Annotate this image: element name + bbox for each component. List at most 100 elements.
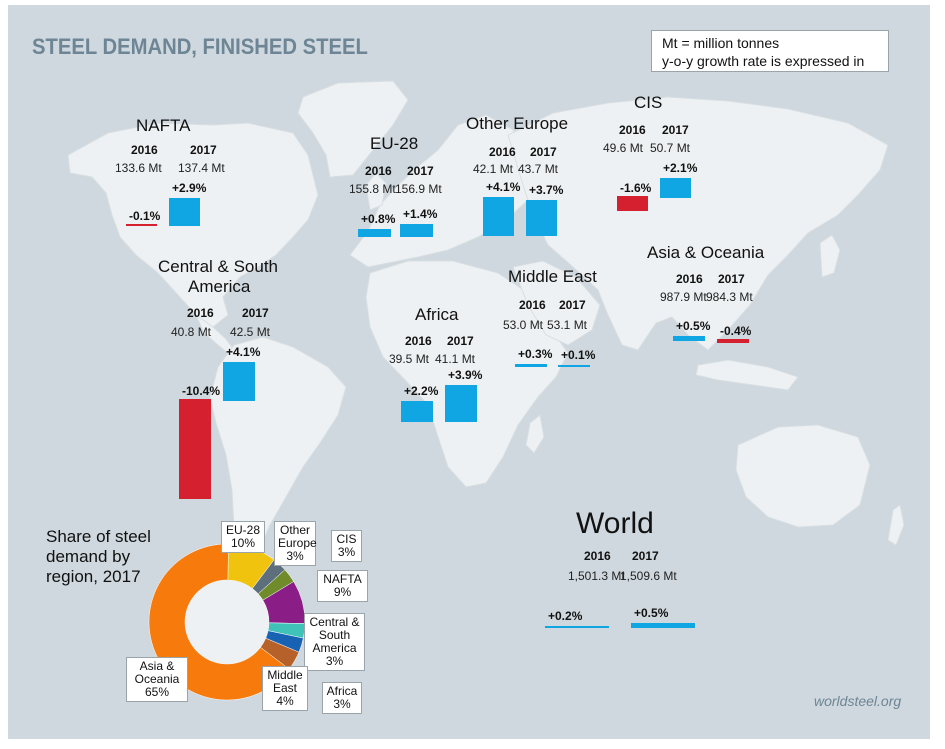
- slice-label-line: Asia &: [139, 659, 175, 673]
- csa-region-name-line2: America: [188, 277, 251, 296]
- infographic-panel: STEEL DEMAND, FINISHED STEEL Mt = millio…: [8, 5, 930, 739]
- cis-growth-label-2016: -1.6%: [620, 181, 652, 195]
- csa-year-2016: 2016: [187, 306, 214, 320]
- other-europe-growth-bar-2017: [526, 200, 557, 236]
- world-growth-label-2017: +0.5%: [634, 606, 669, 621]
- slice-label-line: 3%: [286, 549, 304, 563]
- slice-label-line: Middle: [267, 668, 303, 682]
- csa-demand-2017: 42.5 Mt: [230, 325, 271, 339]
- greenland-landmass: [297, 80, 409, 178]
- world-region-name: World: [576, 507, 654, 540]
- asia-oceania-growth-bar-2017: [717, 339, 749, 343]
- africa-growth-bar-2017: [445, 384, 477, 422]
- slice-label-line: Other: [279, 523, 310, 537]
- asia-oceania-year-2017: 2017: [718, 272, 745, 286]
- eu28-growth-bar-2017: [400, 223, 433, 237]
- middle-east-demand-2016: 53.0 Mt: [503, 318, 544, 332]
- nafta-region-name: NAFTA: [136, 116, 191, 135]
- other-europe-growth-label-2016: +4.1%: [486, 179, 521, 194]
- slice-label-line: Central &: [309, 615, 360, 629]
- slice-label-line: NAFTA: [323, 572, 362, 586]
- slice-label-line: 9%: [333, 585, 352, 599]
- csa-year-2017: 2017: [242, 306, 269, 320]
- africa-demand-2017: 41.1 Mt: [435, 352, 476, 366]
- africa-growth-label-2017: +3.9%: [448, 367, 483, 382]
- cis-year-2016: 2016: [619, 123, 646, 137]
- other-europe-demand-2017: 43.7 Mt: [518, 162, 559, 176]
- donut-hole: [185, 580, 269, 664]
- csa-growth-label-2017: +4.1%: [226, 344, 261, 359]
- middle-east-growth-label-2017: +0.1%: [561, 348, 596, 362]
- eu28-growth-bar-2016: [358, 229, 391, 237]
- csa-region-name: Central & South: [158, 257, 279, 276]
- slice-label-line: EU-28: [225, 523, 260, 537]
- madagascar-landmass: [525, 414, 545, 454]
- africa-region-name: Africa: [415, 305, 459, 324]
- other-europe-demand-2016: 42.1 Mt: [473, 162, 514, 176]
- slice-label-central-south-america: Central & South America 3%: [304, 613, 365, 671]
- nafta-year-2016: 2016: [131, 143, 158, 157]
- slice-label-other-europe: Other Europe 3%: [274, 521, 317, 566]
- eu28-region-name: EU-28: [370, 134, 419, 153]
- source-credit: worldsteel.org: [814, 693, 902, 709]
- australia-landmass: [735, 424, 871, 528]
- other-europe-year-2016: 2016: [489, 145, 516, 159]
- slice-label-line: Europe: [278, 536, 317, 550]
- asia-oceania-demand-2016: 987.9 Mt: [660, 290, 707, 304]
- africa-landmass: [365, 260, 569, 488]
- africa-growth-label-2016: +2.2%: [404, 383, 439, 398]
- slice-label-line: Africa: [326, 684, 358, 698]
- cis-growth-bar-2017: [660, 177, 691, 198]
- slice-label-line: America: [312, 641, 357, 655]
- africa-year-2017: 2017: [447, 334, 474, 348]
- cis-growth-label-2017: +2.1%: [663, 160, 698, 175]
- asia-landmass: [507, 96, 889, 351]
- middle-east-growth-bar-2016: [515, 364, 547, 367]
- cis-demand-2017: 50.7 Mt: [650, 141, 691, 155]
- slice-label-line: 3%: [325, 654, 344, 668]
- slice-label-asia-oceania: Asia & Oceania 65%: [126, 657, 188, 702]
- slice-label-line: 10%: [230, 536, 256, 550]
- units-legend-line2: y-o-y growth rate is expressed in: [662, 53, 865, 69]
- slice-label-africa: Africa 3%: [322, 682, 362, 714]
- slice-label-nafta: NAFTA 9%: [317, 570, 368, 602]
- slice-label-line: 3%: [333, 697, 351, 711]
- units-legend-line1: Mt = million tonnes: [662, 35, 780, 51]
- csa-growth-label-2016: -10.4%: [182, 384, 221, 398]
- middle-east-growth-bar-2017: [558, 365, 590, 367]
- slice-label-line: CIS: [336, 532, 357, 546]
- slice-label-cis: CIS 3%: [331, 530, 362, 562]
- middle-east-year-2016: 2016: [519, 298, 546, 312]
- world-growth-bar-2017: [631, 623, 695, 628]
- nafta-growth-bar-2017: [169, 198, 200, 226]
- nafta-growth-label-2017: +2.9%: [172, 181, 207, 196]
- units-legend: Mt = million tonnes y-o-y growth rate is…: [651, 30, 889, 72]
- world-growth-label-2016: +0.2%: [548, 609, 583, 623]
- nafta-growth-label-2016: -0.1%: [129, 209, 161, 223]
- nafta-demand-2017: 137.4 Mt: [178, 161, 225, 175]
- slice-label-line: Oceania: [134, 672, 180, 686]
- world-growth-bar-2016: [545, 626, 609, 628]
- world-demand-2017: 1,509.6 Mt: [620, 569, 677, 583]
- africa-demand-2016: 39.5 Mt: [389, 352, 430, 366]
- asia-oceania-growth-label-2017: -0.4%: [720, 324, 752, 338]
- middle-east-year-2017: 2017: [559, 298, 586, 312]
- eu28-growth-label-2017: +1.4%: [403, 206, 438, 221]
- slice-label-line: 4%: [276, 694, 294, 708]
- cis-year-2017: 2017: [662, 123, 689, 137]
- csa-growth-bar-2017: [223, 361, 255, 401]
- cis-region-name: CIS: [634, 93, 663, 112]
- world-year-2016: 2016: [584, 549, 611, 563]
- page-title: STEEL DEMAND, FINISHED STEEL: [32, 34, 368, 59]
- asia-oceania-region-name: Asia & Oceania: [647, 243, 765, 262]
- middle-east-region-name: Middle East: [508, 267, 597, 286]
- eu28-demand-2017: 156.9 Mt: [395, 182, 442, 196]
- slice-label-middle-east: Middle East 4%: [262, 666, 308, 711]
- eu28-growth-label-2016: +0.8%: [361, 212, 396, 227]
- sea-islands-landmass: [695, 359, 799, 391]
- world-demand-2016: 1,501.3 Mt: [568, 569, 625, 583]
- csa-growth-bar-2016: [179, 399, 211, 499]
- asia-oceania-year-2016: 2016: [676, 272, 703, 286]
- new-zealand-landmass: [887, 504, 905, 546]
- other-europe-region-name: Other Europe: [466, 114, 569, 133]
